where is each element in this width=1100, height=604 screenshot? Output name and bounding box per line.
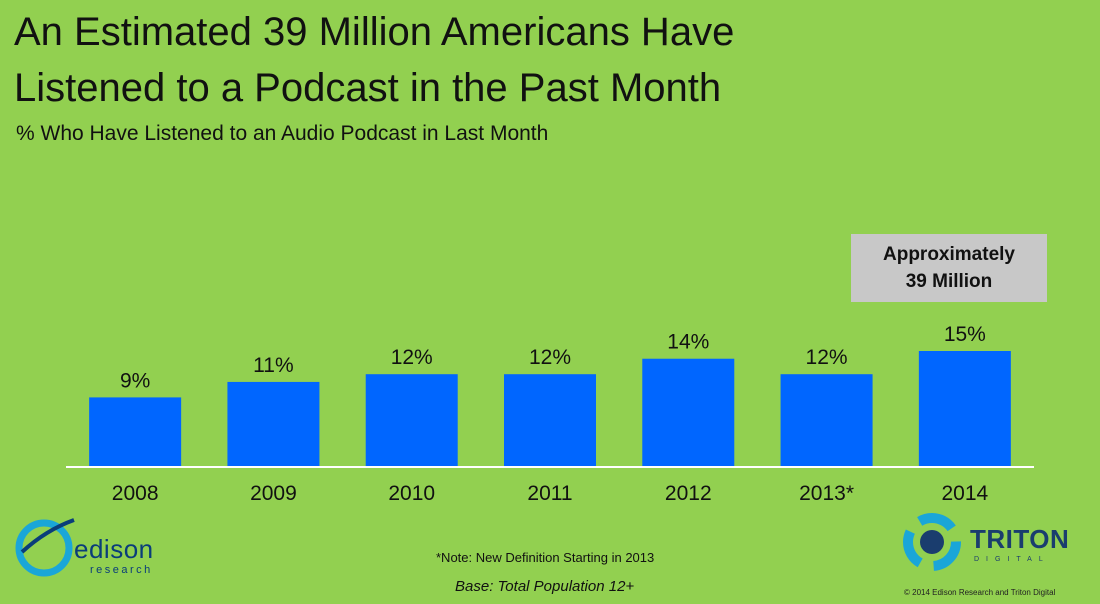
- data-label: 12%: [391, 346, 433, 369]
- triton-mark-icon: [903, 513, 961, 571]
- triton-digital-logo: TRITON DIGITAL: [898, 508, 1088, 580]
- bar-2010: [365, 374, 458, 467]
- edison-swirl-icon: [15, 518, 75, 577]
- footnote: *Note: New Definition Starting in 2013: [436, 550, 655, 565]
- callout-line-1: Approximately: [883, 244, 1015, 265]
- copyright-text: © 2014 Edison Research and Triton Digita…: [904, 588, 1056, 597]
- x-tick-label: 2012: [665, 482, 712, 505]
- chart-subtitle: % Who Have Listened to an Audio Podcast …: [16, 122, 549, 145]
- bar-2013: [780, 374, 873, 467]
- edison-logo-sub: research: [90, 564, 153, 576]
- triton-logo-name: TRITON: [970, 524, 1070, 554]
- bar-2008: [89, 397, 182, 467]
- x-tick-label: 2013*: [799, 482, 854, 505]
- bar-2011: [504, 374, 596, 467]
- x-tick-label: 2010: [388, 482, 435, 505]
- x-tick-label: 2008: [112, 482, 159, 505]
- x-tick-label: 2014: [941, 482, 988, 505]
- data-label: 12%: [806, 346, 848, 369]
- bar-2014: [918, 351, 1011, 467]
- data-label: 15%: [944, 323, 986, 346]
- data-label: 12%: [529, 346, 571, 369]
- triton-logo-sub: DIGITAL: [974, 556, 1050, 563]
- title-line-1: An Estimated 39 Million Americans Have: [14, 10, 735, 54]
- data-label: 11%: [253, 354, 293, 377]
- bar-2009: [227, 381, 320, 467]
- edison-research-logo: edison research: [12, 508, 192, 584]
- data-label: 14%: [667, 331, 709, 354]
- x-tick-label: 2009: [250, 482, 297, 505]
- callout-line-2: 39 Million: [905, 271, 993, 292]
- callout-box: Approximately 39 Million: [851, 234, 1047, 302]
- data-label: 9%: [120, 369, 150, 392]
- x-tick-label: 2011: [527, 482, 572, 505]
- base-note: Base: Total Population 12+: [455, 578, 635, 595]
- bar-2012: [642, 358, 735, 467]
- title-line-2: Listened to a Podcast in the Past Month: [14, 66, 722, 110]
- edison-logo-name: edison: [74, 534, 154, 564]
- chart-title: An Estimated 39 Million Americans Have L…: [14, 4, 734, 116]
